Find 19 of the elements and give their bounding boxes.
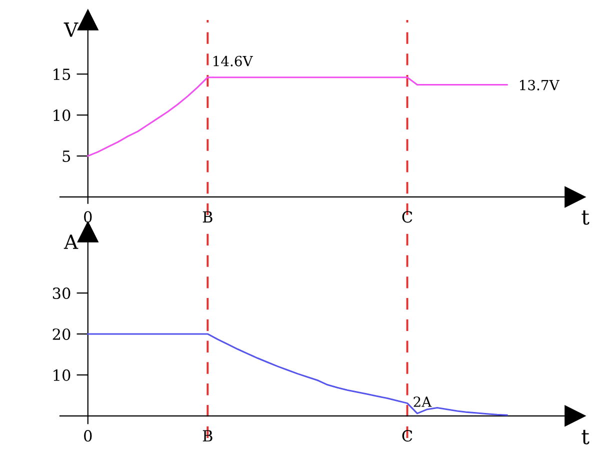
x-axis-title: t bbox=[582, 210, 590, 225]
x-tick-label: C bbox=[402, 211, 412, 223]
y-tick-label: 10 bbox=[54, 369, 70, 381]
annotation: 2A bbox=[414, 396, 432, 407]
y-tick-label: 10 bbox=[54, 110, 70, 122]
annotation: 14.6V bbox=[214, 56, 253, 66]
y-tick-label: 15 bbox=[54, 68, 70, 80]
x-tick-label: 0 bbox=[84, 430, 92, 442]
x-axis-title: t bbox=[582, 430, 590, 444]
text: 13.7V bbox=[520, 80, 560, 90]
x-tick-label: B bbox=[202, 211, 212, 222]
y-axis-title: A bbox=[64, 234, 78, 249]
x-tick-label: 0 bbox=[84, 211, 92, 223]
y-tick-label: 20 bbox=[52, 328, 70, 340]
x-tick-label: B bbox=[202, 430, 212, 442]
y-axis-title: V bbox=[64, 22, 78, 37]
y-tick-label: 5 bbox=[62, 150, 70, 162]
y-tick-label: 30 bbox=[52, 287, 70, 300]
x-tick-label: C bbox=[402, 430, 412, 442]
